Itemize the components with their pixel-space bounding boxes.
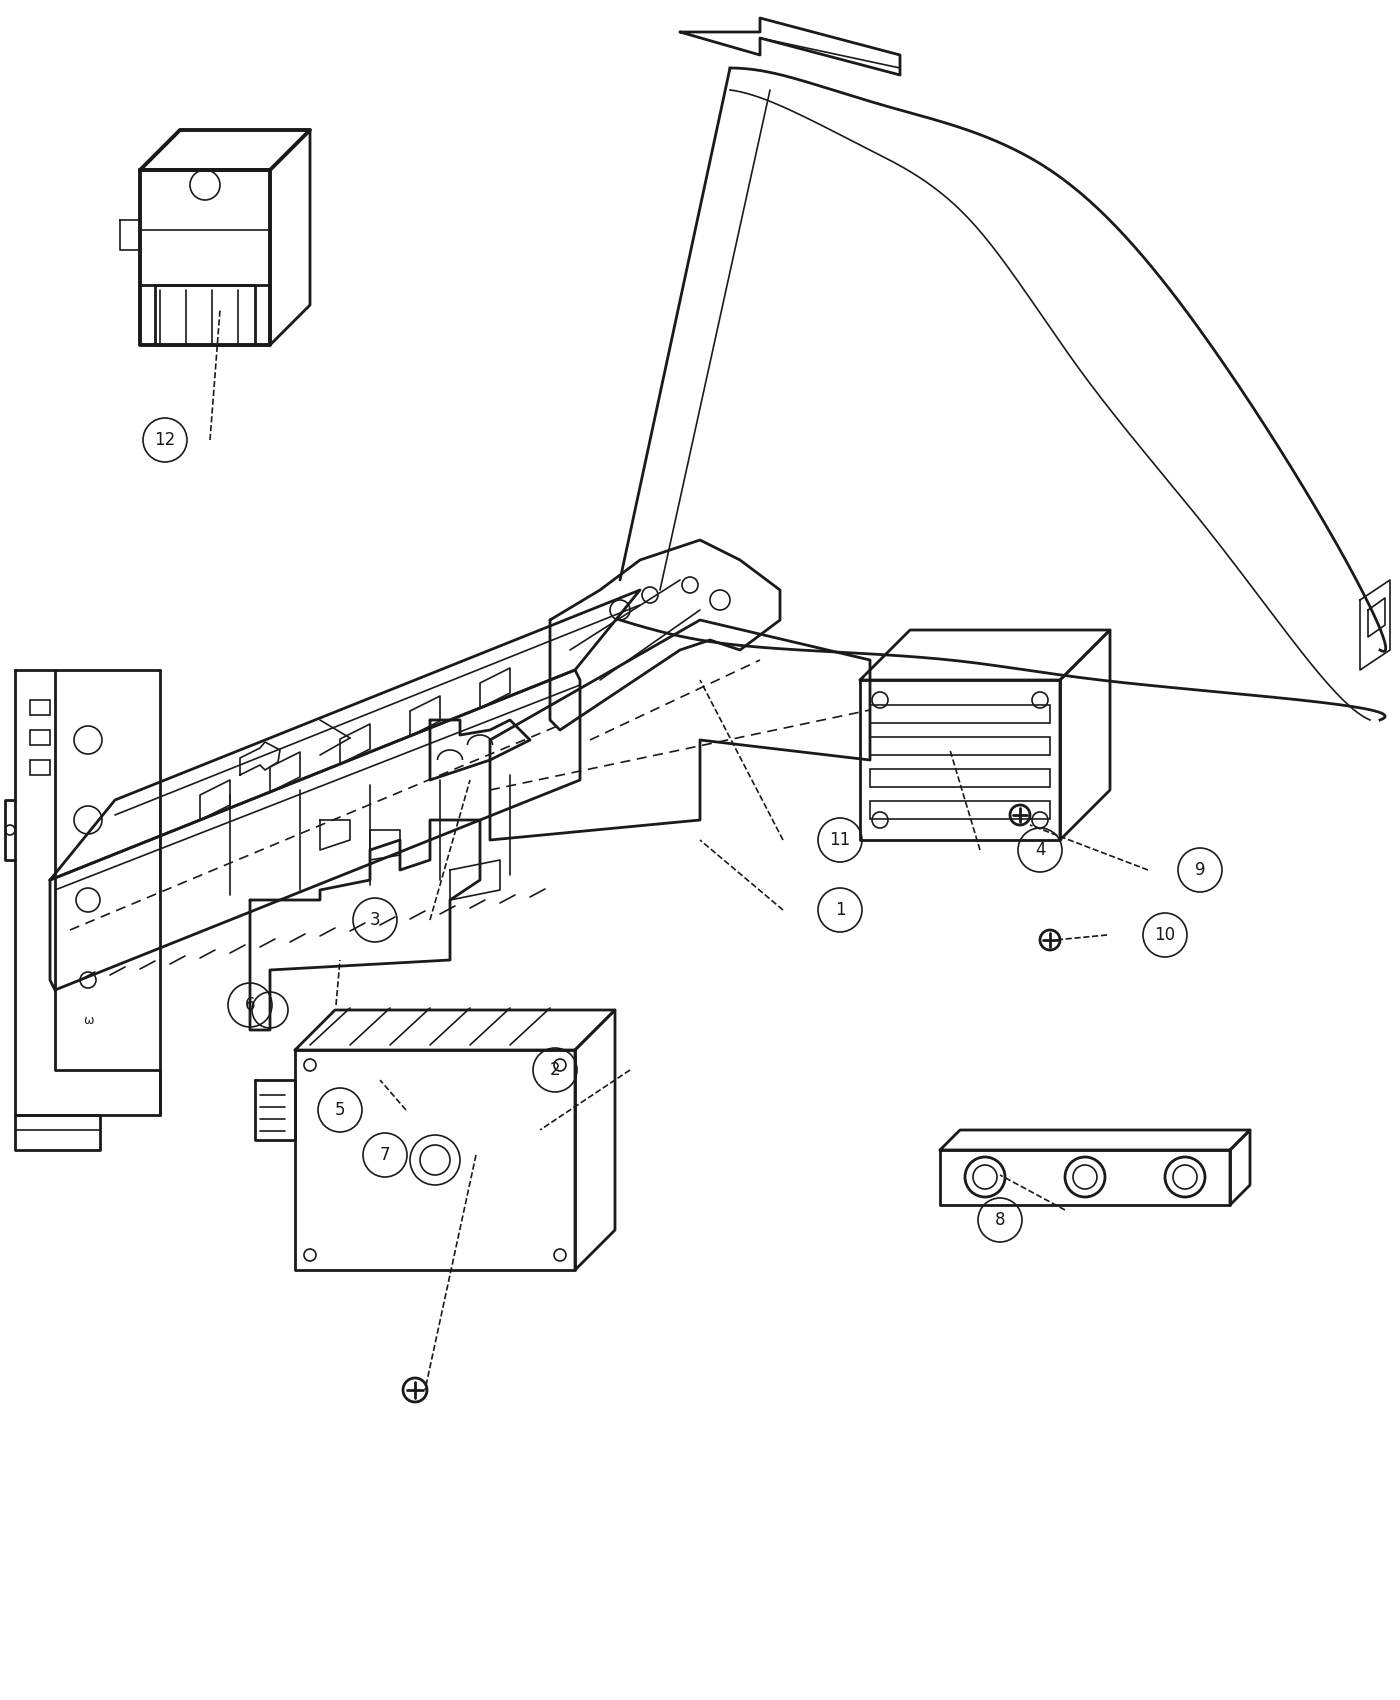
Text: 10: 10: [1155, 927, 1176, 944]
Bar: [869, 738, 1050, 755]
Text: ω: ω: [83, 1013, 94, 1027]
Bar: [869, 801, 1050, 819]
Text: 6: 6: [245, 996, 255, 1013]
Bar: [869, 768, 1050, 787]
Bar: [29, 729, 50, 745]
Text: 7: 7: [379, 1146, 391, 1165]
Text: 1: 1: [834, 901, 846, 920]
Bar: [29, 700, 50, 716]
Text: 4: 4: [1035, 842, 1046, 858]
Text: 2: 2: [550, 1061, 560, 1080]
Text: 5: 5: [335, 1102, 346, 1119]
Text: 3: 3: [370, 911, 381, 928]
Bar: [869, 706, 1050, 722]
Text: 11: 11: [829, 831, 851, 848]
Text: 9: 9: [1194, 860, 1205, 879]
Text: 12: 12: [154, 432, 175, 449]
Bar: [29, 760, 50, 775]
Text: 8: 8: [995, 1210, 1005, 1229]
